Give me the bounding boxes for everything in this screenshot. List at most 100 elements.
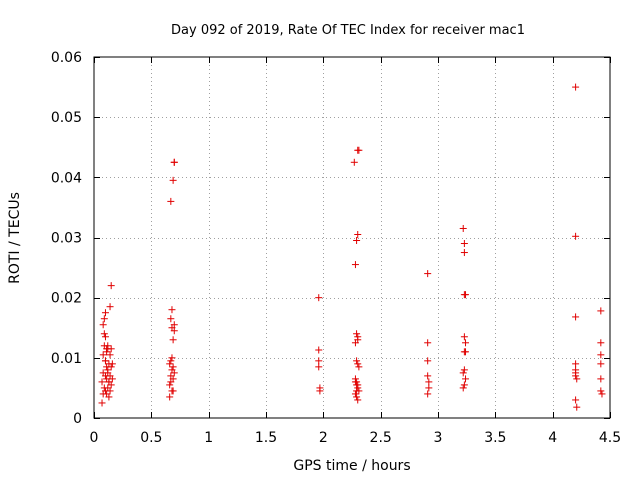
y-tick-label: 0.04: [51, 170, 82, 186]
data-point: [460, 381, 468, 389]
data-point: [166, 381, 174, 389]
data-point: [597, 387, 605, 395]
data-point: [460, 249, 468, 257]
data-point: [315, 357, 323, 365]
data-point: [354, 230, 362, 238]
data-point: [354, 396, 362, 404]
data-point: [167, 315, 175, 323]
y-tick-label: 0.06: [51, 50, 82, 66]
x-tick-label: 0: [90, 430, 99, 446]
chart-title: Day 092 of 2019, Rate Of TEC Index for r…: [171, 23, 525, 38]
data-point: [350, 158, 358, 166]
x-tick-label: 4: [548, 430, 557, 446]
data-point: [462, 291, 470, 299]
data-point: [424, 270, 432, 278]
data-point: [462, 375, 470, 383]
data-point: [315, 363, 323, 371]
data-point: [462, 339, 470, 347]
data-point: [315, 294, 323, 302]
data-point: [351, 261, 359, 269]
data-point: [572, 232, 580, 240]
y-tick-label: 0: [73, 411, 82, 427]
data-point: [597, 339, 605, 347]
data-point: [170, 158, 178, 166]
data-point: [101, 333, 109, 341]
data-point: [104, 342, 112, 350]
data-point: [355, 146, 363, 154]
data-point: [107, 363, 115, 371]
data-point: [459, 224, 467, 232]
data-point: [168, 387, 176, 395]
data-point: [424, 372, 432, 380]
data-point: [353, 393, 361, 401]
y-tick-label: 0.05: [51, 110, 82, 126]
data-point: [170, 369, 178, 377]
data-point: [353, 330, 361, 338]
data-point: [316, 387, 324, 395]
data-point: [351, 390, 359, 398]
data-point: [100, 330, 108, 338]
data-point: [99, 321, 107, 329]
data-point: [572, 360, 580, 368]
x-tick-label: 2.5: [370, 430, 392, 446]
data-point: [104, 366, 112, 374]
data-point: [166, 360, 174, 368]
data-point: [354, 336, 362, 344]
x-tick-label: 2: [319, 430, 328, 446]
data-point: [353, 237, 361, 245]
plot-frame: [93, 56, 611, 419]
data-point: [353, 387, 361, 395]
data-point: [597, 360, 605, 368]
data-point: [460, 240, 468, 248]
data-point: [598, 390, 606, 398]
data-point: [459, 369, 467, 377]
data-point: [169, 363, 177, 371]
data-point: [315, 346, 323, 354]
data-point: [169, 176, 177, 184]
data-point: [572, 372, 580, 380]
data-point: [460, 366, 468, 374]
data-points: [98, 83, 606, 411]
x-tick-label: 4.5: [599, 430, 621, 446]
data-point: [98, 378, 106, 386]
data-point: [351, 375, 359, 383]
data-point: [107, 282, 115, 290]
data-point: [459, 384, 467, 392]
x-tick-label: 3: [434, 430, 443, 446]
axis-ticks: 0 0.5 1 1.5 2 2.5 3 3.5 4 4.5 0 0.01 0.02 0.03 0.04 0.0…: [51, 50, 621, 446]
data-point: [105, 378, 113, 386]
data-point: [108, 360, 116, 368]
data-point: [167, 197, 175, 205]
data-point: [597, 375, 605, 383]
data-point: [101, 357, 109, 365]
data-point: [355, 363, 363, 371]
data-point: [353, 378, 361, 386]
data-point: [101, 387, 109, 395]
data-point: [106, 351, 114, 359]
data-point: [354, 381, 362, 389]
data-point: [167, 357, 175, 365]
y-tick-label: 0.02: [51, 291, 82, 307]
x-tick-label: 0.5: [140, 430, 162, 446]
data-point: [99, 351, 107, 359]
data-point: [168, 354, 176, 362]
x-axis-label: GPS time / hours: [293, 458, 410, 474]
x-tick-label: 1: [204, 430, 213, 446]
data-point: [572, 313, 580, 321]
data-point: [167, 372, 175, 380]
data-point: [103, 345, 111, 353]
data-point: [424, 390, 432, 398]
data-point: [597, 351, 605, 359]
data-point: [98, 399, 106, 407]
data-point: [166, 393, 174, 401]
data-point: [572, 83, 580, 91]
data-point: [597, 307, 605, 315]
data-point: [100, 315, 108, 323]
data-point: [105, 393, 113, 401]
data-point: [170, 327, 178, 335]
data-point: [572, 396, 580, 404]
data-point: [170, 321, 178, 329]
data-point: [424, 357, 432, 365]
grid-lines: [94, 57, 610, 418]
data-point: [425, 384, 433, 392]
